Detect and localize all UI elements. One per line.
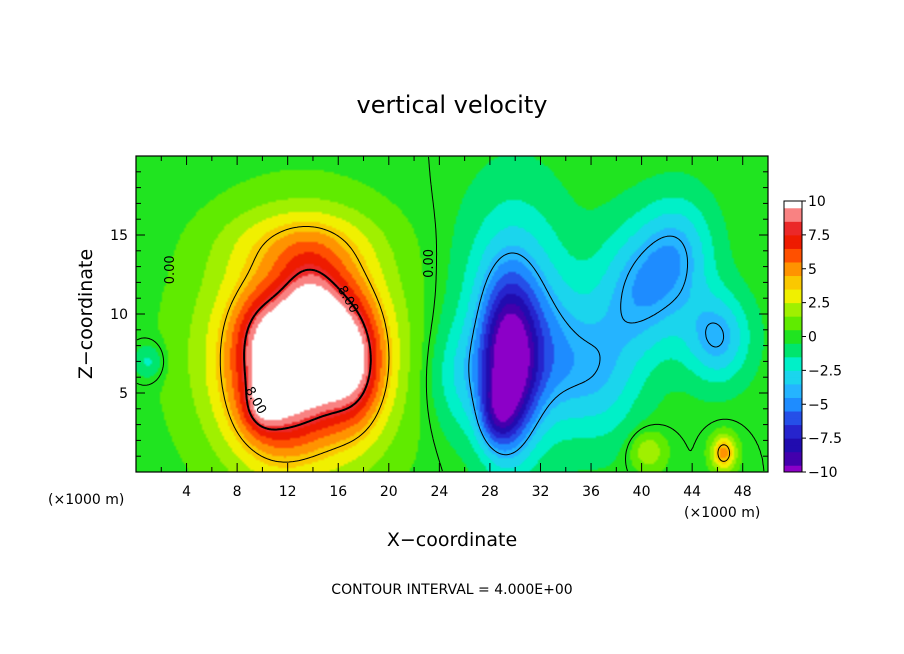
y-axis-ticks: 5 10 15 [110,171,768,457]
contour-line [136,156,765,472]
colorbar-band [784,255,802,263]
colorbar-band [784,234,802,243]
colorbar-band [784,207,802,216]
x-tick-label: 28 [481,484,499,500]
colorbar-band [784,261,802,270]
y-tick-label: 5 [119,386,128,402]
contour-interval-note: CONTOUR INTERVAL = 4.000E+00 [331,582,572,598]
colorbar-band [784,241,802,249]
colorbar-band [784,336,802,344]
x-tick-label: 8 [233,484,242,500]
contour-label: 0.00 [422,249,437,278]
colorbar-band [784,383,802,392]
colorbar-band [784,228,802,236]
colorbar-band [784,282,802,290]
x-axis-label: X−coordinate [387,529,517,551]
colorbar-band [784,329,802,337]
colorbar-tick-label: 0 [808,330,817,346]
colorbar-band [784,275,802,283]
x-tick-label: 40 [633,484,651,500]
colorbar-band [784,316,802,324]
x-tick-label: 4 [182,484,191,500]
x-tick-label: 16 [329,484,347,500]
colorbar-band [784,322,802,331]
colorbar-band [784,465,802,473]
colorbar-band [784,390,802,398]
colorbar-band [784,438,802,446]
x-tick-label: 12 [279,484,297,500]
colorbar-band [784,411,802,419]
colorbar-tick-label: 5 [808,262,817,278]
y-tick-label: 15 [110,228,128,244]
colorbar-band [784,350,802,358]
colorbar-tick-label: −10 [808,465,838,481]
x-tick-label: 36 [582,484,600,500]
colorbar-band [784,404,802,412]
colorbar-tick-label: −2.5 [808,363,842,379]
x-unit-right: (×1000 m) [684,505,760,521]
x-unit-left: (×1000 m) [48,492,124,508]
x-tick-label: 20 [380,484,398,500]
colorbar-band [784,377,802,385]
heatmap-field [136,156,768,472]
colorbar-band [784,356,802,365]
colorbar-band [784,343,802,351]
x-tick-label: 44 [683,484,701,500]
colorbar-band [784,268,802,277]
colorbar-band [784,248,802,256]
colorbar-tick-label: 2.5 [808,296,830,312]
colorbar-tick-label: −7.5 [808,431,842,447]
colorbar-band [784,370,802,378]
colorbar-band [784,289,802,297]
contour-line [468,235,725,456]
colorbar-band [784,431,802,439]
colorbar-band [784,221,802,229]
colorbar-band [784,309,802,317]
colorbar-band [784,295,802,304]
contour-lines [136,156,765,472]
contour-label: 0.00 [163,255,178,284]
contour-line [243,268,372,431]
colorbar-band [784,458,802,466]
colorbar: 10 7.5 5 2.5 0 −2.5 −5 −7.5 −10 [783,194,842,481]
y-tick-label: 10 [110,307,128,323]
plot-area [136,156,768,472]
colorbar-band [784,201,802,209]
x-tick-label: 24 [430,484,448,500]
contour-line [219,226,731,463]
x-tick-label: 32 [532,484,550,500]
colorbar-band [784,424,802,432]
colorbar-band [784,444,802,453]
colorbar-band [784,451,802,459]
colorbar-band [784,302,802,310]
x-axis-ticks: 4 8 12 16 20 24 28 32 36 40 44 48 [160,156,752,500]
y-axis-label: Z−coordinate [75,249,97,379]
chart-title: vertical velocity [357,91,548,119]
colorbar-band [784,417,802,426]
x-tick-label: 48 [734,484,752,500]
colorbar-band [784,363,802,371]
colorbar-tick-label: 10 [808,194,826,210]
colorbar-tick-label: −5 [808,397,829,413]
colorbar-band [784,397,802,405]
colorbar-band [784,214,802,222]
colorbar-tick-label: 7.5 [808,228,830,244]
